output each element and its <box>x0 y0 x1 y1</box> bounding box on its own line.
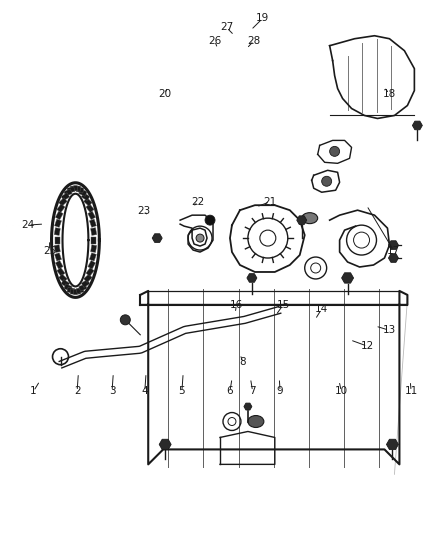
Polygon shape <box>389 254 399 262</box>
Polygon shape <box>389 241 399 249</box>
Text: 3: 3 <box>109 386 115 397</box>
Polygon shape <box>92 237 96 244</box>
Polygon shape <box>59 274 67 282</box>
Polygon shape <box>79 284 87 291</box>
Text: 24: 24 <box>21 220 35 230</box>
Polygon shape <box>76 187 84 193</box>
Polygon shape <box>54 253 61 261</box>
Text: 2: 2 <box>74 386 81 397</box>
Ellipse shape <box>248 416 264 427</box>
Text: 10: 10 <box>335 386 348 397</box>
Text: 11: 11 <box>404 386 418 397</box>
Polygon shape <box>70 185 78 191</box>
Polygon shape <box>61 193 70 201</box>
Polygon shape <box>86 204 94 213</box>
Text: 12: 12 <box>361 341 374 351</box>
Polygon shape <box>91 228 97 236</box>
Circle shape <box>205 215 215 225</box>
Polygon shape <box>76 287 84 294</box>
Polygon shape <box>55 261 63 269</box>
Text: 5: 5 <box>179 386 185 397</box>
Polygon shape <box>54 219 61 228</box>
Text: 4: 4 <box>141 386 148 397</box>
Text: 23: 23 <box>137 206 151 216</box>
Polygon shape <box>67 287 75 294</box>
Polygon shape <box>57 268 65 276</box>
Polygon shape <box>89 219 96 228</box>
Polygon shape <box>64 284 72 291</box>
Polygon shape <box>70 289 78 295</box>
Polygon shape <box>159 439 171 450</box>
Polygon shape <box>55 211 63 220</box>
Polygon shape <box>244 403 252 410</box>
Text: 26: 26 <box>208 36 221 46</box>
Polygon shape <box>86 268 94 276</box>
Polygon shape <box>297 216 307 224</box>
Circle shape <box>330 147 339 156</box>
Text: 22: 22 <box>191 197 205 207</box>
Text: 7: 7 <box>249 386 256 397</box>
Polygon shape <box>88 211 95 220</box>
Text: 6: 6 <box>226 386 233 397</box>
Polygon shape <box>59 198 67 206</box>
Circle shape <box>196 234 204 242</box>
Polygon shape <box>81 193 90 201</box>
Polygon shape <box>88 261 95 269</box>
Polygon shape <box>73 289 81 295</box>
Text: 14: 14 <box>315 304 328 314</box>
Polygon shape <box>84 198 92 206</box>
Text: 19: 19 <box>256 13 269 23</box>
Text: 9: 9 <box>277 386 283 397</box>
Polygon shape <box>84 274 92 282</box>
Text: 16: 16 <box>230 300 243 310</box>
Polygon shape <box>73 185 81 191</box>
Polygon shape <box>386 439 399 450</box>
Text: 21: 21 <box>264 197 277 207</box>
Polygon shape <box>67 187 75 193</box>
Text: 13: 13 <box>383 325 396 335</box>
Polygon shape <box>54 237 60 244</box>
Polygon shape <box>64 189 72 196</box>
Polygon shape <box>54 228 60 236</box>
Text: 28: 28 <box>247 36 261 46</box>
Polygon shape <box>413 121 422 130</box>
Polygon shape <box>57 204 65 213</box>
Polygon shape <box>81 279 90 287</box>
Polygon shape <box>54 245 60 253</box>
Polygon shape <box>247 273 257 282</box>
Polygon shape <box>79 189 87 196</box>
Text: 18: 18 <box>383 89 396 99</box>
Text: 20: 20 <box>158 89 171 99</box>
Circle shape <box>321 176 332 186</box>
Polygon shape <box>91 245 97 253</box>
Text: 27: 27 <box>220 22 233 33</box>
Polygon shape <box>61 279 70 287</box>
Ellipse shape <box>302 213 318 224</box>
Polygon shape <box>342 273 353 283</box>
Text: 17: 17 <box>387 246 400 255</box>
Text: 15: 15 <box>276 300 290 310</box>
Polygon shape <box>152 234 162 243</box>
Polygon shape <box>89 253 96 261</box>
Circle shape <box>120 315 130 325</box>
Text: 8: 8 <box>240 357 246 367</box>
Text: 1: 1 <box>30 386 37 397</box>
Text: 25: 25 <box>43 246 56 255</box>
